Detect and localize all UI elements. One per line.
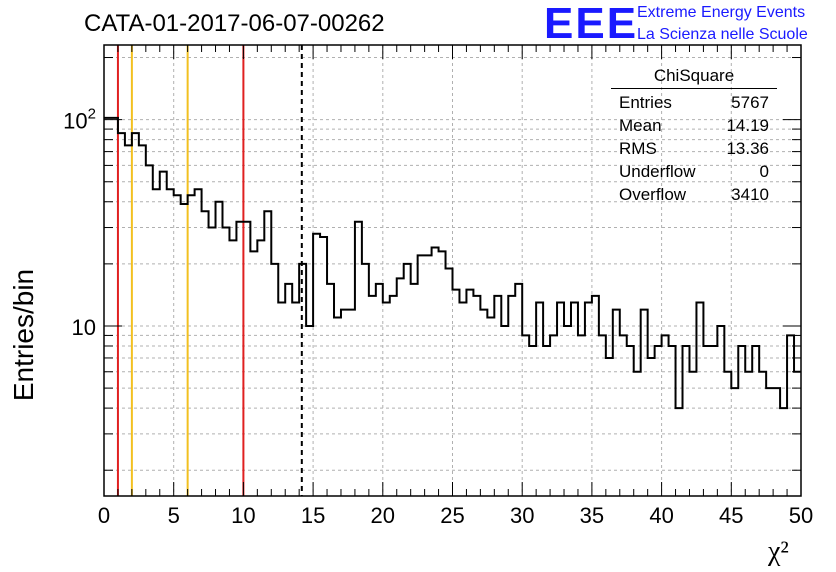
x-axis-label: χ² [768, 536, 789, 567]
histogram-line [104, 116, 801, 410]
x-tick-label: 45 [719, 503, 743, 528]
stats-value: 5767 [731, 93, 769, 112]
logo-line-2: La Scienza nelle Scuole [637, 26, 808, 43]
logo-line-1: Extreme Energy Events [637, 4, 806, 21]
x-tick-label: 35 [580, 503, 604, 528]
stats-label: Underflow [619, 162, 696, 181]
stats-label: RMS [619, 139, 657, 158]
stats-row-overflow: Overflow 3410 [611, 183, 777, 206]
axis-tick-labels: 0 5 10 15 20 25 30 35 40 45 50 102 10 [63, 106, 813, 528]
stats-label: Entries [619, 93, 672, 112]
stats-value: 14.19 [726, 116, 769, 135]
stats-label: Overflow [619, 185, 687, 204]
x-tick-label: 40 [649, 503, 673, 528]
stats-row-mean: Mean 14.19 [611, 114, 777, 137]
stats-box: ChiSquare Entries 5767 Mean 14.19 RMS 13… [611, 66, 777, 206]
y-axis-label: Entries/bin [8, 268, 39, 402]
stats-value: 13.36 [726, 139, 769, 158]
x-tick-label: 5 [168, 503, 180, 528]
y-tick-label: 102 [63, 106, 96, 134]
x-tick-label: 0 [98, 503, 110, 528]
x-tick-label: 15 [301, 503, 325, 528]
x-tick-label: 50 [789, 503, 813, 528]
stats-label: Mean [619, 116, 662, 135]
y-tick-label: 10 [72, 315, 96, 340]
x-tick-label: 30 [510, 503, 534, 528]
stats-row-entries: Entries 5767 [611, 91, 777, 114]
stats-value: 3410 [731, 185, 769, 204]
x-tick-label: 10 [231, 503, 255, 528]
chart-title: CATA-01-2017-06-07-00262 [84, 10, 385, 37]
eee-logo-mark: EEE [544, 0, 639, 48]
stats-row-rms: RMS 13.36 [611, 137, 777, 160]
x-tick-label: 25 [440, 503, 464, 528]
stats-title: ChiSquare [611, 66, 777, 89]
x-tick-label: 20 [371, 503, 395, 528]
histogram-series [104, 116, 801, 410]
axis-ticks [103, 45, 802, 496]
stats-row-underflow: Underflow 0 [611, 160, 777, 183]
stats-value: 0 [759, 162, 769, 181]
marker-lines [116, 45, 303, 496]
